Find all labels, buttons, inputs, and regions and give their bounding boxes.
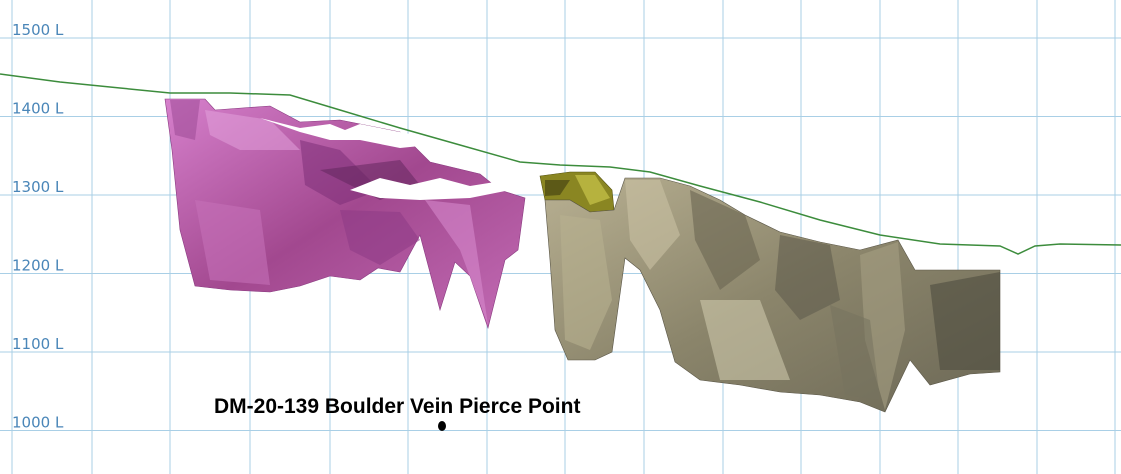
grey-facet <box>930 272 1000 370</box>
elevation-label: 1300 L <box>12 178 64 196</box>
pierce-point-marker <box>438 421 446 431</box>
pierce-point-label: DM-20-139 Boulder Vein Pierce Point <box>214 395 580 418</box>
elevation-label: 1500 L <box>12 21 64 39</box>
elevation-label: 1000 L <box>12 414 64 432</box>
elevation-label: 1400 L <box>12 100 64 118</box>
pierce-point-annotation: DM-20-139 Boulder Vein Pierce Point <box>214 395 580 431</box>
grey-vein-solid <box>545 178 1000 412</box>
elevation-label: 1100 L <box>12 335 64 353</box>
elevation-label: 1200 L <box>12 257 64 275</box>
magenta-vein-solid <box>165 99 525 328</box>
